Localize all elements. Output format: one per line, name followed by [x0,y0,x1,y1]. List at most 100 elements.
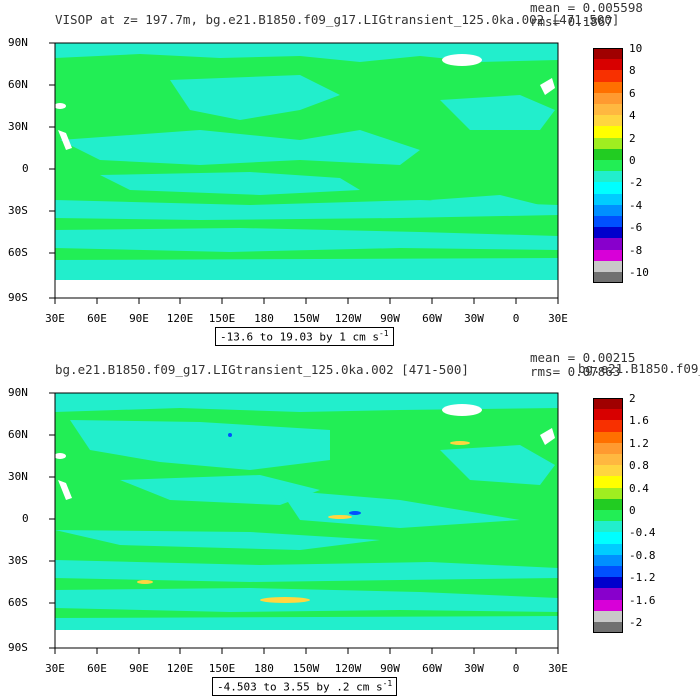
bottom-map-ticks [49,392,559,654]
colorbar-swatch [593,182,623,194]
colorbar-swatch [593,577,623,589]
bottom-map-title: bg.e21.B1850.f09_g17.LIGtransient_125.0k… [55,362,469,377]
top-lat-label: 60S [8,246,28,259]
bottom-lon-label: 30E [548,662,568,675]
colorbar-label: -2 [629,616,643,629]
colorbar-swatch [593,599,623,611]
colorbar-swatch [593,272,623,284]
top-map-svg [49,42,559,304]
colorbar-label: -1.2 [629,571,656,585]
bottom-range-box: -4.503 to 3.55 by .2 cm s-1 [212,677,398,696]
bottom-range-sup: -1 [382,679,393,688]
top-map-rms: rms= 0.1867 [530,14,613,29]
top-lat-label: 30N [8,120,28,133]
colorbar-swatch [593,137,623,149]
colorbar-swatch [593,193,623,205]
bottom-lat-label: 90S [8,641,28,654]
top-lon-label: 30W [464,312,484,325]
colorbar-swatch [593,59,623,71]
colorbar-swatch [593,216,623,228]
colorbar-swatch [593,260,623,272]
colorbar-label: 4 [629,109,636,123]
top-lon-label: 30E [548,312,568,325]
colorbar-swatch [593,431,623,443]
bottom-lat-label: 90N [8,386,28,399]
colorbar-swatch [593,160,623,172]
top-lon-label: 180 [254,312,274,325]
colorbar-swatch [593,227,623,239]
colorbar-swatch [593,622,623,634]
colorbar-swatch [593,566,623,578]
colorbar-label: 1.6 [629,414,649,428]
colorbar-swatch [593,70,623,82]
colorbar-swatch [593,48,623,60]
top-map-title: VISOP at z= 197.7m, bg.e21.B1850.f09_g17… [55,12,620,27]
colorbar-label: 8 [629,64,636,78]
colorbar-label: -8 [629,243,643,257]
colorbar-swatch [593,398,623,410]
colorbar-label: -4 [629,198,643,212]
bottom-lat-label: 30N [8,470,28,483]
top-map-land [54,54,558,298]
top-map-neg-pattern [55,43,558,280]
top-lon-label: 150E [208,312,236,325]
colorbar-swatch [593,409,623,421]
bottom-lat-label: 60N [8,428,28,441]
colorbar-swatch [593,487,623,499]
bottom-lat-label: 60S [8,596,28,609]
top-lon-label: 60W [422,312,442,325]
bottom-map-land [54,404,558,648]
bottom-map-svg [49,392,559,654]
bottom-lon-label: 150E [208,662,236,675]
bottom-lon-label: 180 [254,662,274,675]
colorbar-swatch [593,510,623,522]
colorbar-swatch [593,554,623,566]
colorbar-swatch [593,521,623,533]
top-lon-label: 120E [166,312,194,325]
colorbar-swatch [593,104,623,116]
top-lon-label: 90E [129,312,149,325]
colorbar-swatch [593,126,623,138]
colorbar-label: 2 [629,392,636,405]
colorbar-swatch [593,249,623,261]
bottom-map-anomalies [137,433,470,603]
colorbar-swatch [593,442,623,454]
colorbar-label: 0.4 [629,481,649,495]
colorbar-swatch [593,238,623,250]
bottom-lon-label: 30W [464,662,484,675]
colorbar-label: 0 [629,504,636,517]
top-range-text: -13.6 to 19.03 by 1 cm s [220,330,379,344]
bottom-map-overlap-text: bg.e21.B1850.f09_g1 [578,361,700,376]
top-lat-label: 60N [8,78,28,91]
top-lon-label: 120W [334,312,362,325]
colorbar-swatch [593,81,623,93]
colorbar-swatch [593,420,623,432]
bottom-map-panel: bg.e21.B1850.f09_g17.LIGtransient_125.0k… [0,350,700,700]
bottom-lon-label: 60E [87,662,107,675]
top-lon-label: 30E [45,312,65,325]
bottom-lon-label: 0 [512,662,520,675]
colorbar-swatch [593,532,623,544]
top-map-panel: VISOP at z= 197.7m, bg.e21.B1850.f09_g17… [8,0,649,346]
bottom-map-mean: mean = 0.00215 [530,350,636,365]
colorbar-label: -2 [629,176,643,190]
bottom-map-neg-pattern [55,393,558,630]
bottom-lon-label: 30E [45,662,65,675]
colorbar-swatch [593,454,623,466]
colorbar-swatch [593,476,623,488]
colorbar-swatch [593,543,623,555]
colorbar-label: 0 [629,154,636,167]
colorbar-label: 2 [629,131,636,145]
bottom-lon-label: 150W [292,662,320,675]
colorbar-label: 0.8 [629,459,649,473]
colorbar-label: -10 [629,266,649,279]
bottom-lat-label: 0 [22,512,29,525]
top-lat-label: 0 [22,162,29,175]
top-lat-label: 90N [8,36,28,49]
top-lon-label: 0 [512,312,520,325]
colorbar-label: -6 [629,221,643,235]
bottom-lon-label: 90E [129,662,149,675]
colorbar-label: 6 [629,86,636,100]
bottom-lon-label: 120E [166,662,194,675]
colorbar-swatch [593,498,623,510]
